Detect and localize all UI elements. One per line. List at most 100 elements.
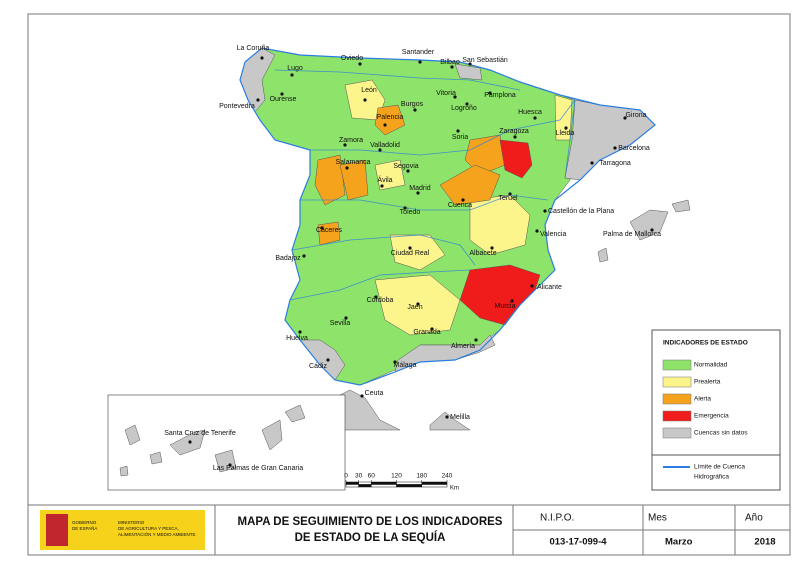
legend-title: INDICADORES DE ESTADO xyxy=(663,340,748,347)
city-label: Toledo xyxy=(400,209,421,216)
city-label: Teruel xyxy=(498,195,518,202)
region xyxy=(214,449,237,473)
city-label: Ávila xyxy=(377,175,392,184)
city-dot xyxy=(320,226,324,230)
city-dot xyxy=(406,169,410,173)
scale-label: 30 xyxy=(355,473,363,480)
city-dot xyxy=(360,394,364,398)
city-label: Castellón de la Plana xyxy=(548,208,614,215)
scale-segment xyxy=(421,484,448,488)
city-dot xyxy=(188,440,192,444)
scale-label: 120 xyxy=(391,473,402,480)
scale-segment xyxy=(396,484,422,488)
city-dot xyxy=(378,148,382,152)
city-dot xyxy=(430,327,434,331)
legend-swatch xyxy=(662,393,692,405)
region xyxy=(284,404,306,423)
city-dot xyxy=(613,146,617,150)
city-dot xyxy=(513,135,517,139)
city-dot xyxy=(453,95,457,99)
city-dot xyxy=(344,316,348,320)
city-label: Girona xyxy=(625,112,646,119)
map xyxy=(239,47,691,431)
cell-label: Año xyxy=(745,513,763,524)
city-dot xyxy=(461,198,465,202)
coat-of-arms xyxy=(46,514,68,546)
city-label: Almería xyxy=(451,343,475,350)
city-dot xyxy=(490,246,494,250)
legend-swatch xyxy=(662,427,692,439)
cell-value: 013-17-099-4 xyxy=(549,537,607,548)
logo-text: GOBIERNO xyxy=(72,520,97,525)
footer-title: DE ESTADO DE LA SEQUÍA xyxy=(295,531,446,544)
legend-label: Límite de Cuenca xyxy=(694,464,745,471)
legend-swatch xyxy=(662,376,692,388)
scale-unit: Km xyxy=(450,486,459,492)
city-dot xyxy=(358,62,362,66)
city-label: Vitoria xyxy=(436,90,456,97)
city-dot xyxy=(383,123,387,127)
scale-segment xyxy=(358,484,372,488)
city-dot xyxy=(345,166,349,170)
city-dot xyxy=(450,65,454,69)
city-label: Soria xyxy=(452,134,468,141)
region xyxy=(261,419,283,451)
cell-value: 2018 xyxy=(754,537,775,548)
city-label: Cádiz xyxy=(309,363,327,370)
city-dot xyxy=(590,161,594,165)
city-dot xyxy=(445,415,449,419)
city-dot xyxy=(418,60,422,64)
city-dot xyxy=(298,330,302,334)
city-dot xyxy=(533,116,537,120)
basin-boundary xyxy=(289,269,471,301)
scale-label: 60 xyxy=(368,473,376,480)
city-label: Las Palmas de Gran Canaria xyxy=(213,465,303,472)
logo-text: MINISTERIO xyxy=(118,520,145,525)
city-label: Huelva xyxy=(286,335,308,342)
city-dot xyxy=(468,62,472,66)
legend xyxy=(651,329,781,491)
scale-segment xyxy=(396,481,422,485)
region xyxy=(429,411,471,431)
region xyxy=(339,159,369,201)
region xyxy=(439,164,501,206)
scale-label: 180 xyxy=(416,473,427,480)
city-label: Cáceres xyxy=(316,227,343,234)
region xyxy=(124,424,141,446)
legend-label: Normalidad xyxy=(694,362,728,369)
city-label: Zaragoza xyxy=(499,128,529,135)
legend-label: Emergencia xyxy=(694,413,729,420)
city-label: Valladolid xyxy=(370,142,400,149)
basin-boundary xyxy=(564,99,576,179)
city-dot xyxy=(474,338,478,342)
city-label: Madrid xyxy=(409,185,431,192)
cities: La Coruña Oviedo Santander Bilbao San Sebast… xyxy=(164,45,661,472)
city-label: Segovia xyxy=(393,163,418,170)
city-label: Melilla xyxy=(450,414,470,421)
city-dot xyxy=(374,295,378,299)
city-dot xyxy=(363,98,367,102)
city-label: Albacete xyxy=(469,250,496,257)
city-label: Burgos xyxy=(401,101,424,108)
city-label: Málaga xyxy=(394,362,417,369)
scale-segment xyxy=(371,481,397,485)
city-dot xyxy=(416,191,420,195)
city-dot xyxy=(650,228,654,232)
region xyxy=(671,199,691,213)
canary-inset xyxy=(107,394,346,491)
legend-swatch xyxy=(662,359,692,371)
city-dot xyxy=(256,98,260,102)
basin-boundary xyxy=(291,234,476,266)
city-label: Santa Cruz de Tenerife xyxy=(164,430,236,437)
city-dot xyxy=(408,246,412,250)
footer-title: MAPA DE SEGUIMIENTO DE LOS INDICADORES xyxy=(238,516,503,528)
city-dot xyxy=(326,358,330,362)
city-dot xyxy=(260,56,264,60)
city-label: Sevilla xyxy=(330,320,351,327)
logo-text: DE ESPAÑA xyxy=(72,525,97,531)
city-dot xyxy=(535,229,539,233)
region xyxy=(597,247,609,263)
legend-label: Cuencas sin datos xyxy=(694,430,748,437)
legend-swatch xyxy=(662,410,692,422)
city-label: Logroño xyxy=(451,105,477,112)
